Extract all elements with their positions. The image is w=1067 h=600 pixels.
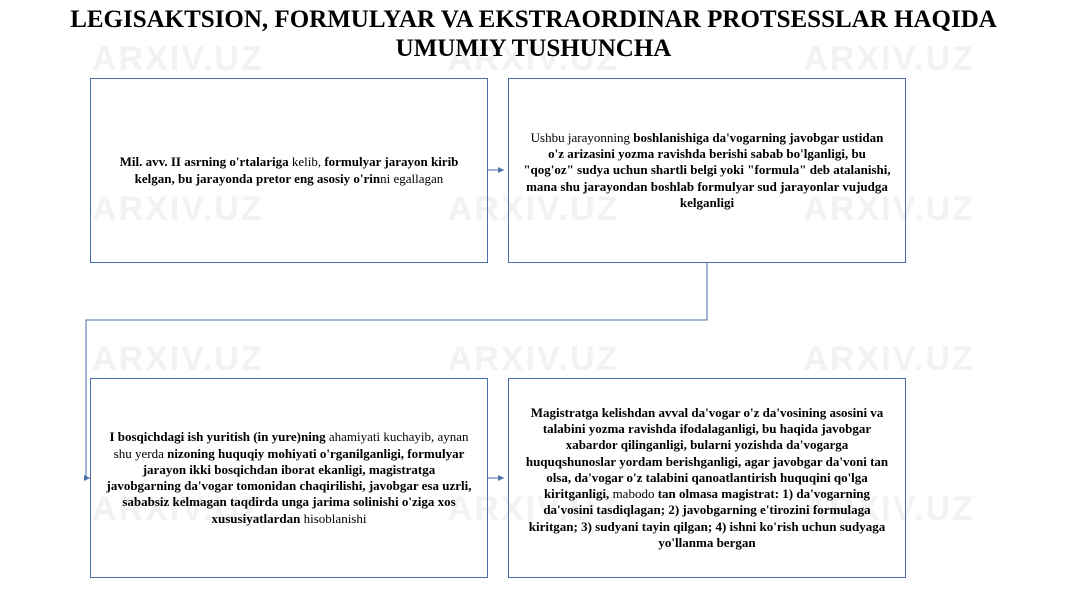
content-layer: LEGISAKTSION, FORMULYAR VA EKSTRAORDINAR…	[0, 0, 1067, 600]
box-2-text: Ushbu jarayonning boshlanishiga da'vogar…	[523, 130, 891, 211]
box-3: I bosqichdagi ish yuritish (in yure)ning…	[90, 378, 488, 578]
box-1-text: Mil. avv. II asrning o'rtalariga kelib, …	[105, 154, 473, 187]
box-4-text: Magistratga kelishdan avval da'vogar o'z…	[523, 405, 891, 551]
box-3-text: I bosqichdagi ish yuritish (in yure)ning…	[105, 429, 473, 527]
box-1: Mil. avv. II asrning o'rtalariga kelib, …	[90, 78, 488, 263]
box-4: Magistratga kelishdan avval da'vogar o'z…	[508, 378, 906, 578]
box-2: Ushbu jarayonning boshlanishiga da'vogar…	[508, 78, 906, 263]
page-title: LEGISAKTSION, FORMULYAR VA EKSTRAORDINAR…	[0, 6, 1067, 64]
